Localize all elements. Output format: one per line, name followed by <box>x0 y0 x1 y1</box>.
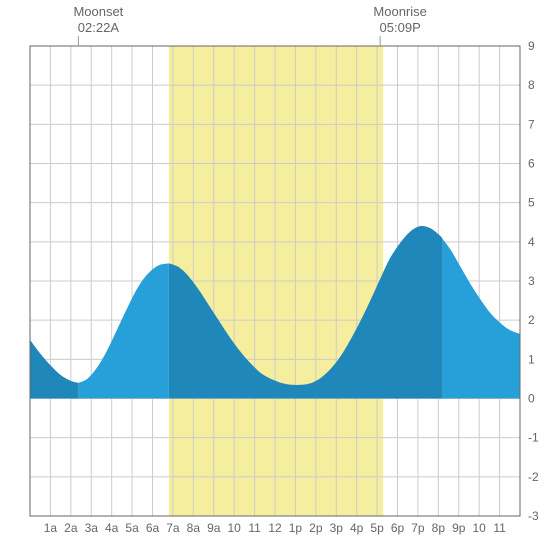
y-tick-label: 2 <box>528 313 535 327</box>
x-tick-label: 1p <box>289 521 303 535</box>
y-tick-label: 4 <box>528 235 535 249</box>
x-tick-label: 9a <box>207 521 221 535</box>
moonrise-time: 05:09P <box>380 20 421 35</box>
x-tick-label: 5a <box>125 521 139 535</box>
x-tick-label: 3a <box>85 521 99 535</box>
x-tick-label: 7p <box>411 521 425 535</box>
moonrise-annotation: Moonrise05:09P <box>373 4 426 46</box>
y-tick-label: 1 <box>528 352 535 366</box>
x-tick-label: 8a <box>187 521 201 535</box>
x-tick-label: 4a <box>105 521 119 535</box>
x-tick-label: 8p <box>432 521 446 535</box>
y-tick-label: 3 <box>528 274 535 288</box>
x-tick-label: 11 <box>493 521 506 535</box>
x-tick-label: 2a <box>64 521 78 535</box>
x-tick-label: 6p <box>391 521 405 535</box>
chart-svg: -3-2-101234567891a2a3a4a5a6a7a8a9a101112… <box>0 0 550 550</box>
x-tick-label: 6a <box>146 521 160 535</box>
moonrise-label: Moonrise <box>373 4 426 19</box>
x-tick-label: 10 <box>227 521 241 535</box>
y-tick-label: 9 <box>528 39 535 53</box>
x-tick-label: 7a <box>166 521 180 535</box>
x-tick-label: 4p <box>350 521 364 535</box>
x-tick-label: 11 <box>248 521 261 535</box>
moonset-annotation: Moonset02:22A <box>73 4 123 46</box>
y-tick-label: -2 <box>528 470 539 484</box>
y-tick-label: 6 <box>528 157 535 171</box>
x-tick-label: 10 <box>472 521 486 535</box>
x-tick-label: 2p <box>309 521 323 535</box>
tide-chart: -3-2-101234567891a2a3a4a5a6a7a8a9a101112… <box>0 0 550 550</box>
x-tick-label: 1a <box>44 521 58 535</box>
x-tick-label: 5p <box>370 521 384 535</box>
y-tick-label: -1 <box>528 431 539 445</box>
x-tick-label: 9p <box>452 521 466 535</box>
y-tick-label: 5 <box>528 196 535 210</box>
x-tick-label: 3p <box>330 521 344 535</box>
y-tick-label: 7 <box>528 117 535 131</box>
moonset-label: Moonset <box>73 4 123 19</box>
y-tick-label: 0 <box>528 392 535 406</box>
moonset-time: 02:22A <box>78 20 120 35</box>
y-tick-label: 8 <box>528 78 535 92</box>
x-tick-label: 12 <box>268 521 282 535</box>
y-tick-label: -3 <box>528 509 539 523</box>
